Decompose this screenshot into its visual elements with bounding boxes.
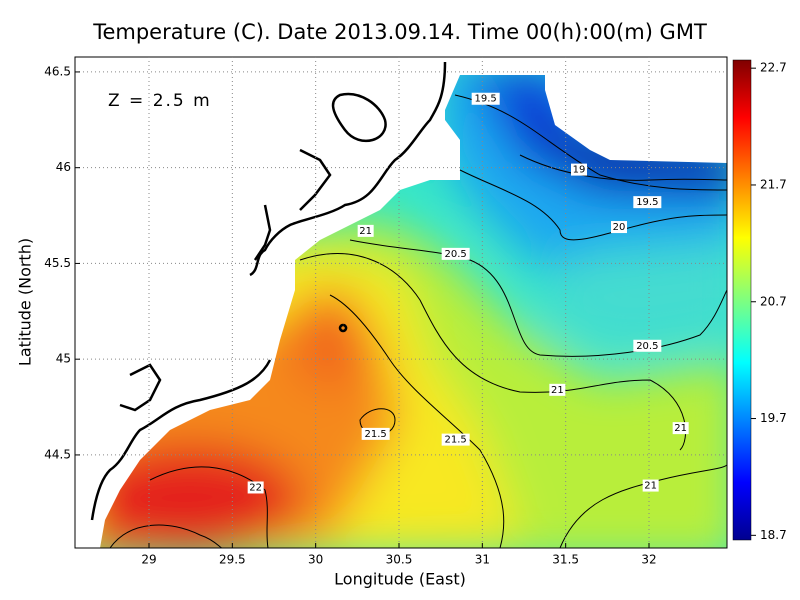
temperature-field	[75, 57, 727, 548]
contour-label-box	[441, 247, 470, 260]
colorbar-tick-label: 22.7	[760, 61, 787, 75]
colorbar-tick-label: 21.7	[760, 177, 787, 191]
chart-title: Temperature (C). Date 2013.09.14. Time 0…	[92, 20, 707, 44]
colorbar	[732, 59, 752, 541]
x-tick-label: 29.5	[219, 553, 246, 567]
colorbar-tick-label: 19.7	[760, 411, 787, 425]
colorbar-tick-label: 18.7	[760, 528, 787, 542]
contour-label-box	[357, 224, 374, 237]
contour-label: 21	[674, 423, 687, 434]
contour-label-box	[611, 221, 627, 234]
y-tick-label: 46	[56, 160, 71, 174]
x-tick-label: 31.5	[552, 553, 579, 567]
plot-frame	[74, 56, 728, 549]
contour-label-box	[549, 383, 566, 396]
contour-label-box	[672, 422, 689, 435]
contour-label-box	[361, 427, 390, 440]
contour-label: 19.5	[475, 94, 497, 105]
contour-label-box	[441, 433, 470, 446]
y-tick-label: 45	[56, 352, 71, 366]
x-tick-label: 30.5	[386, 553, 413, 567]
contour-label: 19.5	[636, 197, 658, 208]
y-tick-label: 46.5	[44, 64, 71, 78]
contour-label: 22	[249, 482, 262, 493]
y-tick-label: 44.5	[44, 447, 71, 461]
x-tick-label: 30	[308, 553, 323, 567]
x-axis-label: Longitude (East)	[334, 570, 466, 589]
contour-label: 20.5	[445, 249, 467, 260]
contour-label-box	[571, 163, 587, 176]
contour-label-box	[247, 481, 264, 494]
contour-label-box	[642, 479, 659, 492]
contour-label: 20	[613, 222, 626, 233]
contour-label-box	[471, 92, 500, 105]
y-axis-label: Latitude (North)	[16, 238, 35, 366]
contour-label: 21.5	[445, 435, 467, 446]
colorbar-tick-label: 20.7	[760, 294, 787, 308]
contour-label: 20.5	[636, 341, 658, 352]
contour-label: 21.5	[365, 429, 387, 440]
contour-label: 19	[573, 165, 586, 176]
x-tick-label: 31	[475, 553, 490, 567]
x-tick-label: 29	[141, 553, 156, 567]
y-tick-label: 45.5	[44, 256, 71, 270]
x-tick-label: 32	[641, 553, 656, 567]
contour-label-box	[633, 339, 662, 352]
contour-label: 21	[359, 226, 372, 237]
contour-label-box	[633, 196, 662, 209]
contour-label: 21	[644, 481, 657, 492]
depth-annotation: Z = 2.5 m	[108, 91, 212, 111]
contour-label: 21	[551, 385, 564, 396]
